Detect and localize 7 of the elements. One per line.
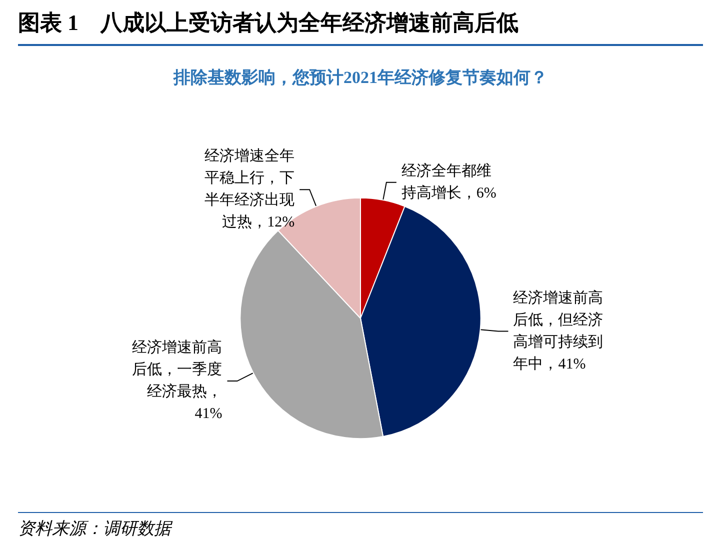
text: 资料来源：调研数据 bbox=[18, 512, 703, 540]
chart-subtitle: 排除基数影响，您预计2021年经济修复节奏如何？ bbox=[172, 67, 548, 89]
slice-label: 经济增速前高后低，但经济高增可持续到年中，41% bbox=[513, 289, 604, 372]
slice-label: 经济增速全年平稳上行，下半年经济出现过热，12% bbox=[204, 148, 295, 231]
chart-title: 图表 1 八成以上受访者认为全年经济增速前高后低 bbox=[18, 8, 703, 46]
slice-label: 经济全年都维持高增长，6% bbox=[401, 162, 496, 202]
slice-label: 经济增速前高后低，一季度经济最热，41% bbox=[132, 339, 222, 422]
